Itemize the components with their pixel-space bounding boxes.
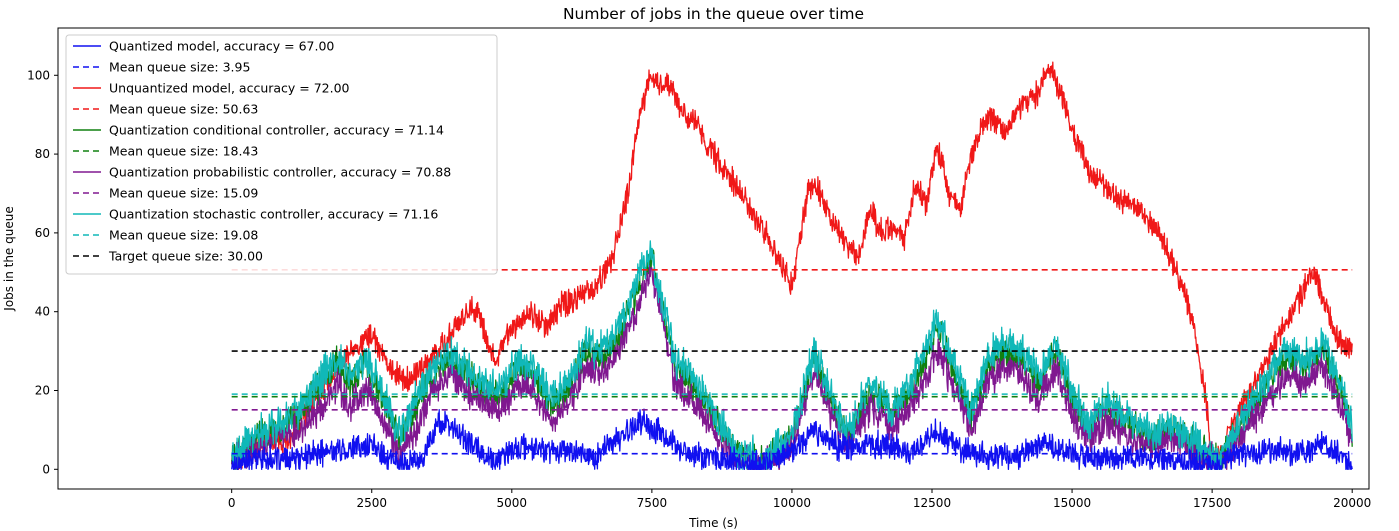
- legend-label: Quantization stochastic controller, accu…: [109, 207, 438, 222]
- x-tick-label: 20000: [1333, 496, 1371, 510]
- x-tick-label: 15000: [1053, 496, 1091, 510]
- x-tick-label: 17500: [1193, 496, 1231, 510]
- series-line-2: [231, 61, 1353, 470]
- x-tick-label: 0: [228, 496, 236, 510]
- x-tick-label: 5000: [497, 496, 528, 510]
- legend-label: Mean queue size: 19.08: [109, 228, 258, 243]
- x-tick-label: 10000: [773, 496, 811, 510]
- series-layer: [231, 61, 1353, 470]
- legend-label: Mean queue size: 50.63: [109, 102, 258, 117]
- legend-label: Mean queue size: 15.09: [109, 186, 258, 201]
- y-tick-label: 40: [35, 305, 50, 319]
- chart-title: Number of jobs in the queue over time: [563, 5, 864, 23]
- legend-box: [65, 34, 498, 275]
- y-tick-label: 80: [35, 147, 50, 161]
- y-axis: 0 20 40 60 80 100: [27, 68, 58, 476]
- legend: Quantized model, accuracy = 67.00 Mean qu…: [65, 34, 498, 275]
- series-line-8: [231, 240, 1353, 470]
- series-line-6: [231, 264, 1353, 470]
- x-tick-label: 7500: [637, 496, 668, 510]
- legend-label: Mean queue size: 18.43: [109, 144, 258, 159]
- x-tick-label: 2500: [356, 496, 387, 510]
- y-tick-label: 60: [35, 226, 50, 240]
- legend-label: Unquantized model, accuracy = 72.00: [109, 81, 350, 96]
- x-axis: 0 2500 5000 7500 10000 12500 15000 17500 20000: [228, 489, 1371, 510]
- y-tick-label: 100: [27, 68, 50, 82]
- legend-label: Quantized model, accuracy = 67.00: [109, 39, 334, 54]
- legend-label: Target queue size: 30.00: [108, 249, 263, 264]
- x-axis-title: Time (s): [688, 516, 738, 530]
- y-tick-label: 20: [35, 383, 50, 397]
- series-line-0: [231, 408, 1353, 470]
- legend-label: Quantization conditional controller, acc…: [109, 123, 444, 138]
- y-axis-title: Jobs in the queue: [2, 206, 16, 311]
- plot-frame: [57, 27, 1370, 490]
- legend-label: Mean queue size: 3.95: [109, 60, 250, 75]
- y-tick-label: 0: [42, 462, 50, 476]
- legend-label: Quantization probabilistic controller, a…: [109, 165, 451, 180]
- x-tick-label: 12500: [913, 496, 951, 510]
